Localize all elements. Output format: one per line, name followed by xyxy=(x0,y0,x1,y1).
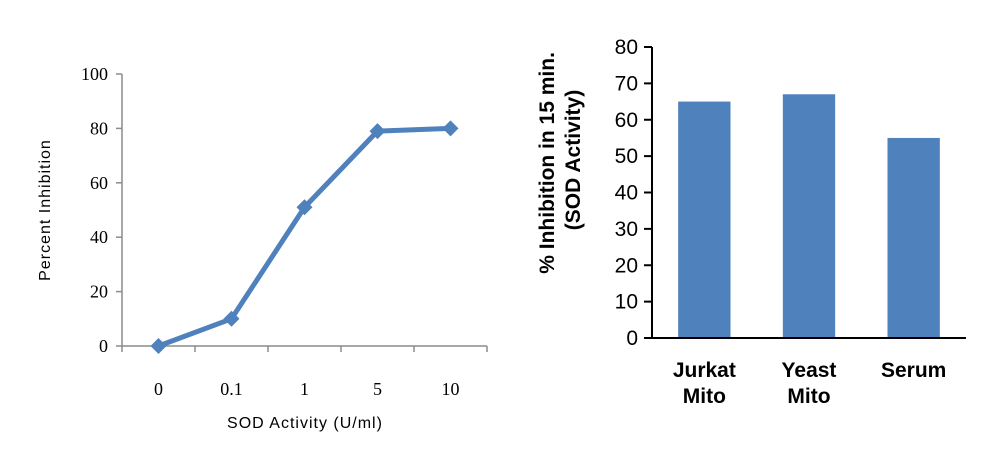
line-chart-x-ticks: 0 0.1 1 5 10 xyxy=(121,346,488,399)
line-chart-x-tick-label: 5 xyxy=(373,379,382,399)
line-chart-point xyxy=(223,310,240,327)
bar-chart-y-axis-label: % Inhibition in 15 min. (SOD Activity) xyxy=(536,46,585,274)
line-chart-y-tick-label: 20 xyxy=(90,282,108,302)
bar-chart-category-label-line: Mito xyxy=(787,385,830,408)
bar-chart-category-label: Serum xyxy=(881,359,946,382)
bar-chart-category-label: Jurkat Mito xyxy=(673,359,736,408)
line-chart-y-tick-label: 80 xyxy=(90,118,108,138)
line-chart-point xyxy=(369,123,386,140)
bar-chart-y-tick-label: 60 xyxy=(615,109,638,132)
bar-chart-y-tick-label: 70 xyxy=(615,72,638,95)
line-chart-y-tick-label: 0 xyxy=(99,336,108,356)
line-chart: 0 20 40 60 80 100 0 0.1 1 5 10 SOD Activity (U/ml… xyxy=(37,64,488,432)
bar-chart-y-ticks: 0 10 20 30 40 50 60 70 80 xyxy=(615,36,652,350)
bar xyxy=(887,137,940,338)
bar-chart-category-label-line: Serum xyxy=(881,359,946,382)
line-chart-y-tick-label: 100 xyxy=(81,64,108,84)
line-chart-x-tick-label: 0.1 xyxy=(220,379,243,399)
line-chart-series-line xyxy=(157,125,451,349)
bar xyxy=(678,101,731,338)
line-chart-axes xyxy=(121,74,487,347)
bar-chart-y-tick-label: 30 xyxy=(615,218,638,241)
bar-chart-bars xyxy=(678,94,940,338)
bar-chart-y-tick-label: 80 xyxy=(615,36,638,59)
line-chart-x-tick-label: 0 xyxy=(154,379,163,399)
line-chart-x-tick-label: 10 xyxy=(442,379,460,399)
line-chart-y-ticks: 0 20 40 60 80 100 xyxy=(81,64,122,356)
bar-chart-y-axis-label-line-2: (SOD Activity) xyxy=(562,90,585,230)
line-chart-point xyxy=(296,199,313,216)
bar xyxy=(782,94,836,338)
bar-chart-category-label-line: Mito xyxy=(683,385,726,408)
bar-chart-category-label-line: Jurkat xyxy=(673,359,736,382)
line-chart-point xyxy=(150,338,167,354)
bar-chart-y-tick-label: 50 xyxy=(615,145,638,168)
line-chart-y-tick-label: 60 xyxy=(90,173,108,193)
bar-chart-y-tick-label: 20 xyxy=(615,254,638,277)
bar-chart-y-tick-label: 10 xyxy=(615,291,638,314)
bar-chart: 0 10 20 30 40 50 60 70 80 Jurkat Mito Yeast Mito Ser… xyxy=(536,36,966,408)
line-chart-y-tick-label: 40 xyxy=(90,227,108,247)
line-chart-point xyxy=(442,120,459,137)
bar-chart-y-axis-label-line-1: % Inhibition in 15 min. xyxy=(536,52,559,274)
line-chart-x-axis-label: SOD Activity (U/ml) xyxy=(227,415,383,432)
bar-chart-category-label-line: Yeast xyxy=(782,359,837,382)
bar-chart-categories: Jurkat Mito Yeast Mito Serum xyxy=(673,359,947,408)
line-chart-x-tick-label: 1 xyxy=(300,379,309,399)
bar-chart-category-label: Yeast Mito xyxy=(782,359,837,408)
bar-chart-y-tick-label: 40 xyxy=(615,182,638,205)
line-chart-y-axis-label: Percent Inhibition xyxy=(37,139,54,281)
bar-chart-y-tick-label: 0 xyxy=(626,327,638,350)
line-chart-series xyxy=(150,120,459,354)
